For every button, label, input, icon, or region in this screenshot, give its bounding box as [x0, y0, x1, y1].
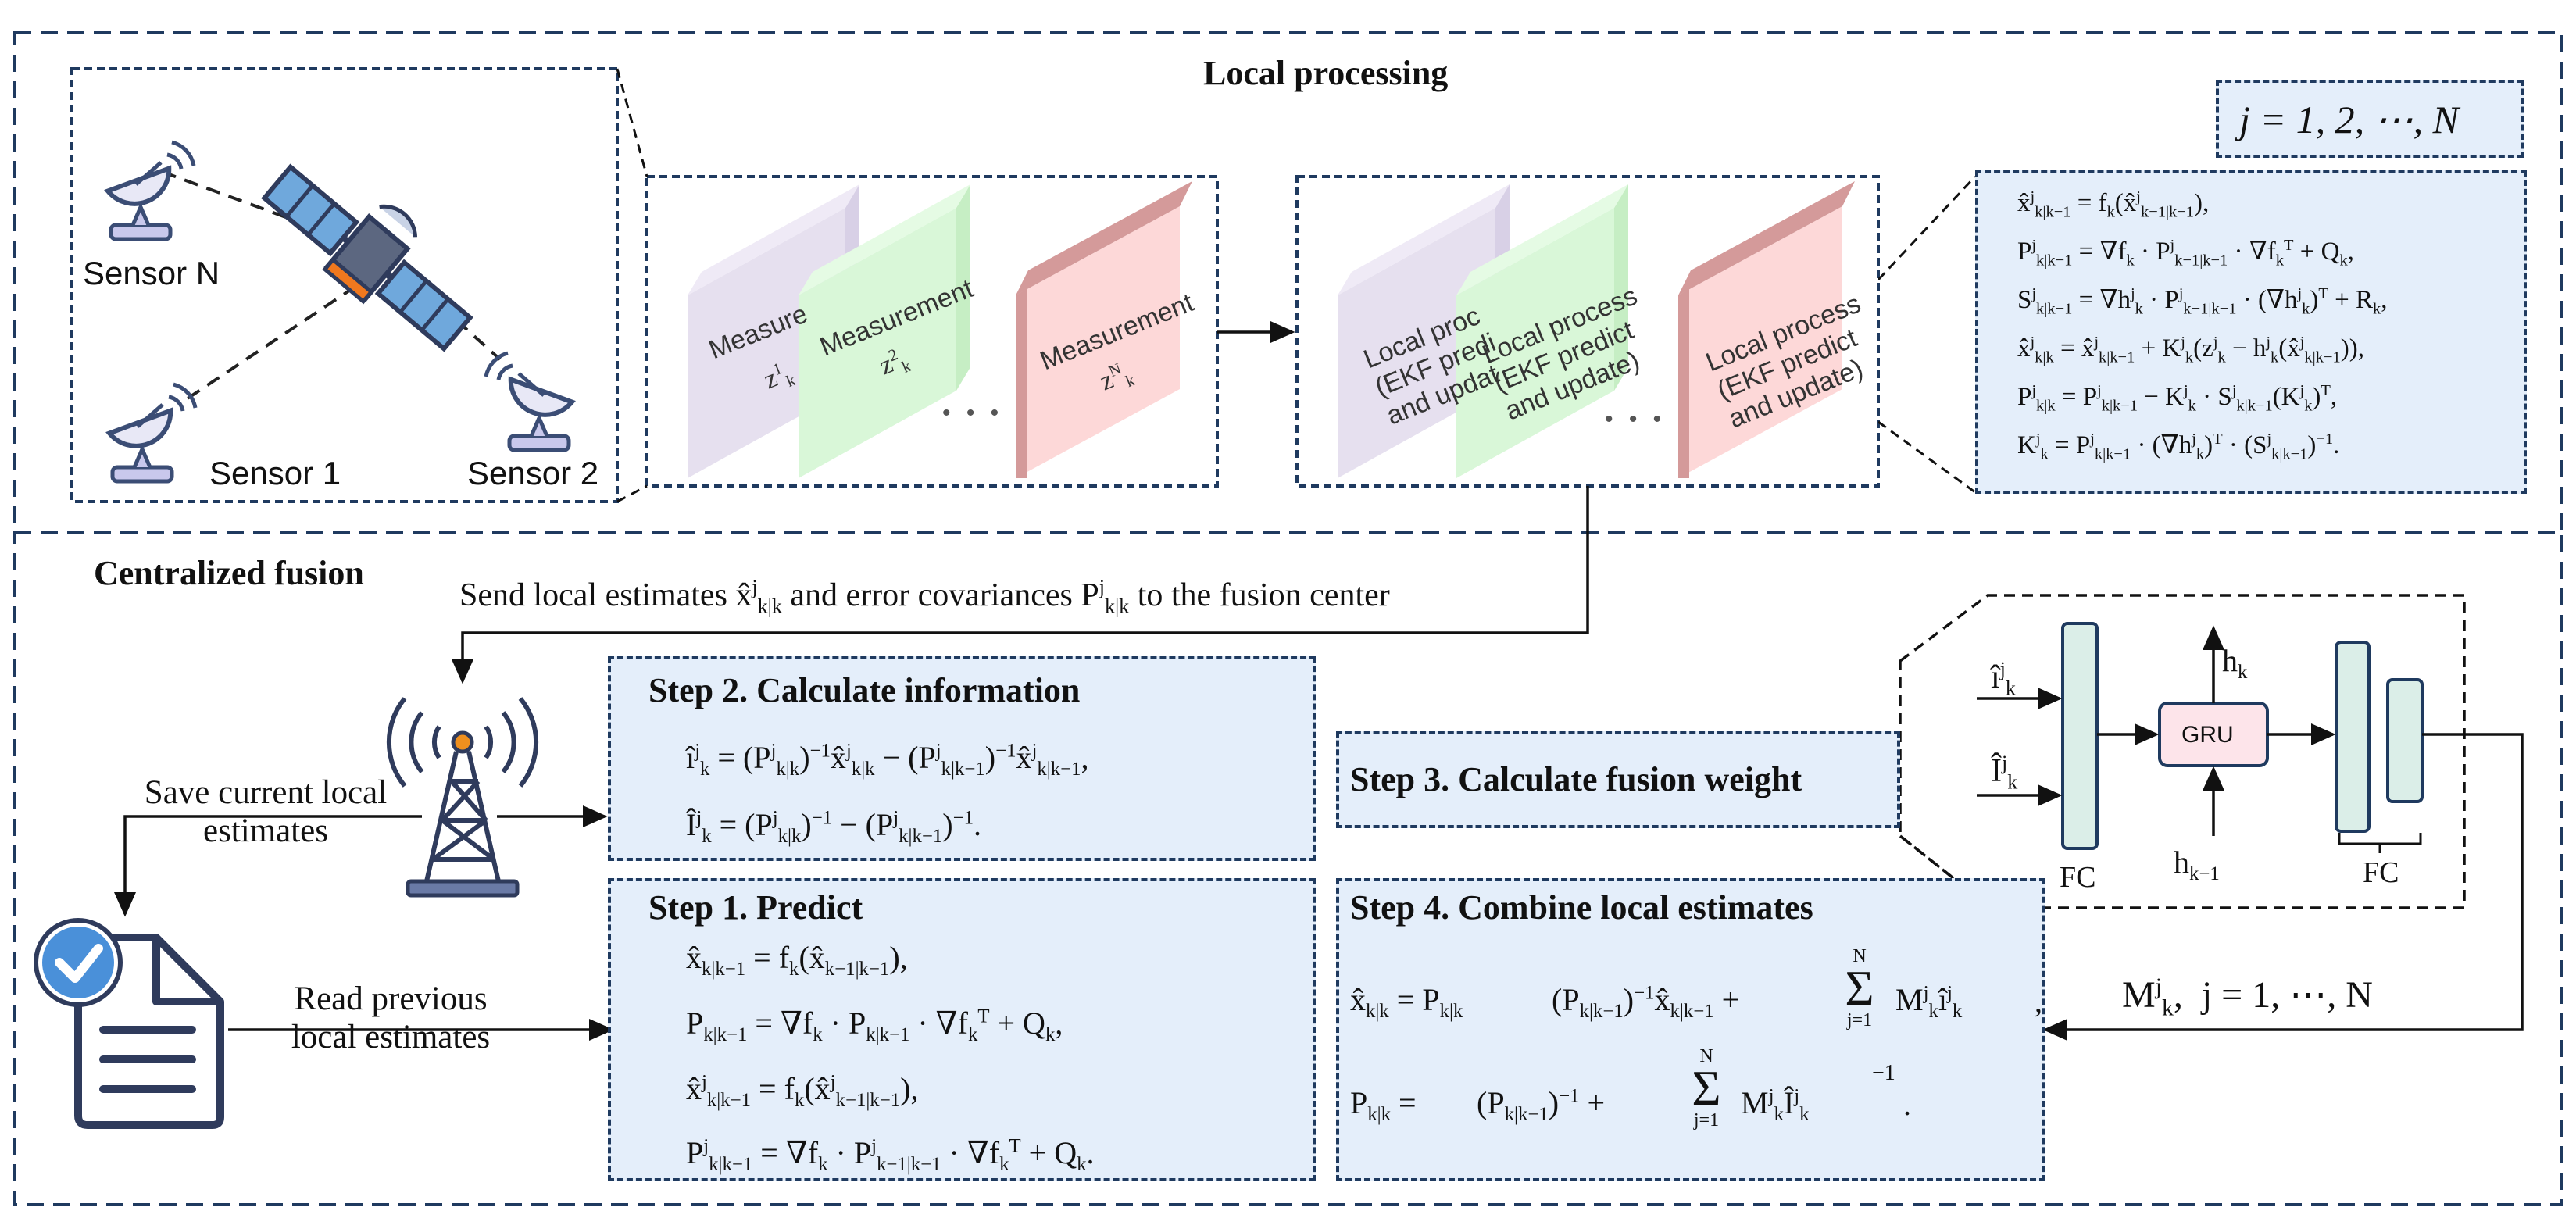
measurement-ellipsis: • • •: [942, 400, 1004, 426]
net-h-in: hk−1: [2174, 845, 2220, 884]
step4-eq-2-period: .: [1903, 1087, 1911, 1122]
step1-title: Step 1. Predict: [648, 888, 863, 927]
step4-eq-1-comma: ,: [2035, 984, 2042, 1019]
sensor-2-dish-icon: [484, 351, 576, 452]
fc-layer-right-2: [2386, 678, 2424, 803]
step1-eq-3: x̂jk|k−1 = fk(x̂jk−1|k−1),: [686, 1071, 919, 1111]
step4-eq-2-body: (Pk|k−1)−1 +: [1477, 1085, 1606, 1125]
step4-box: [1336, 878, 2045, 1181]
ekf-eq-2: Pjk|k−1 = ∇fk · Pjk−1|k−1 · ∇fkT + Qk,: [2017, 237, 2354, 270]
sensor-2-label: Sensor 2: [467, 455, 599, 491]
net-h-out: hk: [2222, 643, 2248, 683]
sensor-n-label: Sensor N: [83, 255, 220, 291]
ekf-equations-box: [1975, 170, 2527, 494]
step3-title: Step 3. Calculate fusion weight: [1350, 760, 1802, 798]
centralized-fusion-title: Centralized fusion: [94, 554, 364, 592]
fc-left-label: FC: [2060, 861, 2096, 894]
local-processing-frame: [13, 31, 2563, 534]
index-label: j = 1, 2, ⋯, N: [2239, 98, 2459, 141]
step2-eq-2: Îjk = (Pjk|k)−1 − (Pjk|k−1)−1.: [686, 807, 982, 847]
centralized-fusion-frame: [13, 531, 2563, 1206]
step3-box: [1336, 731, 1900, 828]
ekf-eq-1: x̂jk|k−1 = fk(x̂jk−1|k−1),: [2017, 188, 2210, 221]
step2-title: Step 2. Calculate information: [648, 671, 1081, 709]
step2-eq-1: îjk = (Pjk|k)−1x̂jk|k − (Pjk|k−1)−1x̂jk|…: [686, 740, 1089, 780]
step4-eq-2: Pk|k =: [1350, 1085, 1417, 1125]
step4-eq-1-body: (Pk|k−1)−1x̂k|k−1 +: [1552, 982, 1740, 1022]
step1-box: [608, 878, 1316, 1181]
fc-right-label: FC: [2363, 856, 2399, 889]
step1-eq-1: x̂k|k−1 = fk(x̂k−1|k−1),: [686, 940, 908, 980]
ekf-eq-5: Pjk|k = Pjk|k−1 − Kjk · Sjk|k−1(Kjk)T,: [2017, 382, 2338, 415]
process-card-n: [1678, 181, 1855, 478]
sensor-1-label: Sensor 1: [209, 455, 341, 491]
step4-eq-2-exp: −1: [1872, 1061, 1895, 1085]
fusion-weights-label: Mjk, j = 1, ⋯, N: [2122, 973, 2373, 1021]
measurement-card-n: [1016, 181, 1192, 478]
step4-title: Step 4. Combine local estimates: [1350, 888, 1813, 927]
sensor-1-dish-icon: [105, 382, 198, 484]
send-estimates-label: Send local estimates x̂jk|k and error co…: [459, 576, 1390, 618]
ekf-eq-4: x̂jk|k = x̂jk|k−1 + Kjk(zjk − hjk(x̂jk|k…: [2017, 334, 2364, 366]
step4-eq-2-tail: MjkÎjk: [1741, 1085, 1810, 1125]
fc-layer-left: [2061, 622, 2099, 850]
process-ellipsis: • • •: [1605, 406, 1667, 432]
step1-eq-2: Pk|k−1 = ∇fk · Pk|k−1 · ∇fkT + Qk,: [686, 1005, 1063, 1045]
net-input-i: îjk: [1991, 658, 2016, 700]
fusion-center-tower-icon: [386, 697, 539, 898]
satellite-icon: [261, 163, 473, 352]
read-estimates-label: Read previous local estimates: [291, 980, 491, 1056]
step4-eq-1-tail: Mjkîjk: [1895, 982, 1963, 1022]
net-input-I: Îjk: [1991, 752, 2018, 794]
step1-eq-4: Pjk|k−1 = ∇fk · Pjk−1|k−1 · ∇fkT + Qk.: [686, 1135, 1095, 1175]
save-estimates-label: Save current local estimates: [144, 774, 388, 850]
fc-layer-right-1: [2335, 641, 2371, 833]
local-processing-title: Local processing: [1203, 54, 1449, 92]
ekf-eq-6: Kjk = Pjk|k−1 · (∇hjk)T · (Sjk|k−1)−1.: [2017, 430, 2340, 463]
process-card-2: [1456, 184, 1628, 478]
sensor-n-dish-icon: [104, 140, 196, 241]
measurement-card-2: [799, 184, 970, 478]
step4-eq-1: x̂k|k = Pk|k: [1350, 982, 1463, 1022]
sensor-network-box: [70, 67, 619, 503]
gru-label: GRU: [2181, 722, 2234, 748]
network-zoom-box: [1899, 594, 2466, 909]
stored-estimates-document-icon: [34, 918, 224, 1129]
ekf-eq-3: Sjk|k−1 = ∇hjk · Pjk−1|k−1 · (∇hjk)T + R…: [2017, 285, 2388, 318]
step2-box: [608, 656, 1316, 861]
index-label-box: [2216, 80, 2524, 158]
